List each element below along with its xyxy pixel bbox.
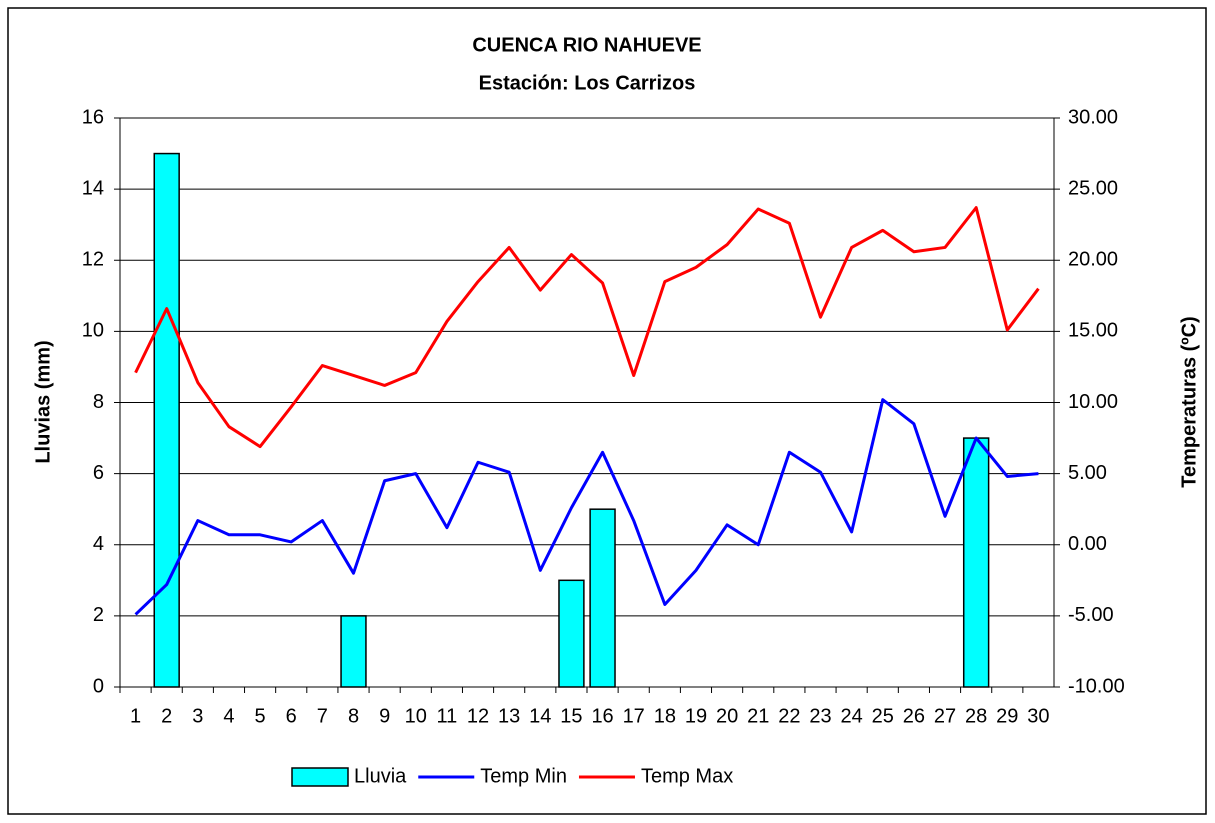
- y-tick-label: 4: [93, 533, 104, 555]
- bar: [153, 152, 180, 688]
- y-tick-label: 12: [82, 249, 104, 271]
- x-tick-label: 17: [623, 705, 645, 727]
- y2-axis-label: Temperaturas (ºC): [1178, 316, 1200, 487]
- x-tick-label: 28: [965, 705, 987, 727]
- legend-label: Temp Max: [641, 765, 733, 787]
- y-tick-label: 8: [93, 391, 104, 413]
- x-tick-label: 7: [317, 705, 328, 727]
- x-tick-label: 11: [437, 705, 458, 727]
- x-tick-label: 21: [747, 705, 769, 727]
- x-tick-label: 27: [934, 705, 956, 727]
- line: [134, 398, 1039, 616]
- x-tick-label: 10: [405, 705, 427, 727]
- y2-tick-label: 20.00: [1068, 249, 1118, 271]
- x-tick-label: 13: [498, 705, 520, 727]
- x-tick-label: 16: [591, 705, 613, 727]
- x-tick-label: 29: [996, 705, 1018, 727]
- x-tick-label: 24: [841, 705, 863, 727]
- x-tick-label: 15: [560, 705, 582, 727]
- x-tick-label: 30: [1027, 705, 1049, 727]
- y2-tick-label: 15.00: [1068, 320, 1118, 342]
- x-tick-label: 3: [192, 705, 203, 727]
- y2-tick-label: -5.00: [1068, 604, 1114, 626]
- x-tick-label: 8: [348, 705, 359, 727]
- x-tick-label: 25: [872, 705, 894, 727]
- y-tick-label: 6: [93, 462, 104, 484]
- y-tick-label: 14: [82, 177, 104, 199]
- y2-tick-label: 5.00: [1068, 462, 1107, 484]
- bar: [589, 508, 616, 688]
- legend-label: Temp Min: [480, 765, 567, 787]
- x-tick-label: 4: [223, 705, 234, 727]
- y-tick-label: 10: [82, 320, 104, 342]
- y-tick-label: 0: [93, 675, 104, 697]
- x-tick-label: 20: [716, 705, 738, 727]
- bar: [340, 615, 367, 688]
- chart-border: [7, 7, 1207, 815]
- y2-tick-label: -10.00: [1068, 675, 1125, 697]
- legend-swatch: [291, 767, 349, 787]
- x-tick-label: 26: [903, 705, 925, 727]
- x-tick-label: 18: [654, 705, 676, 727]
- x-tick-label: 6: [286, 705, 297, 727]
- x-tick-label: 5: [255, 705, 266, 727]
- y2-tick-label: 10.00: [1068, 391, 1118, 413]
- y-tick-label: 16: [82, 106, 104, 128]
- legend-label: Lluvia: [354, 765, 407, 787]
- x-tick-label: 19: [685, 705, 707, 727]
- x-tick-label: 9: [379, 705, 390, 727]
- x-tick-label: 1: [130, 705, 141, 727]
- line: [134, 206, 1040, 449]
- bar: [558, 579, 585, 688]
- bar: [962, 437, 990, 688]
- y2-tick-label: 0.00: [1068, 533, 1107, 555]
- x-tick-label: 2: [161, 705, 172, 727]
- y2-tick-label: 30.00: [1068, 106, 1118, 128]
- y-tick-label: 2: [93, 604, 104, 626]
- x-tick-label: 14: [529, 705, 551, 727]
- chart-subtitle: Estación: Los Carrizos: [479, 72, 696, 94]
- x-tick-label: 22: [778, 705, 800, 727]
- x-tick-label: 23: [809, 705, 831, 727]
- y2-tick-label: 25.00: [1068, 177, 1118, 199]
- x-tick-label: 12: [467, 705, 489, 727]
- chart-title: CUENCA RIO NAHUEVE: [472, 34, 701, 56]
- y-axis-label: Lluvias (mm): [32, 340, 54, 463]
